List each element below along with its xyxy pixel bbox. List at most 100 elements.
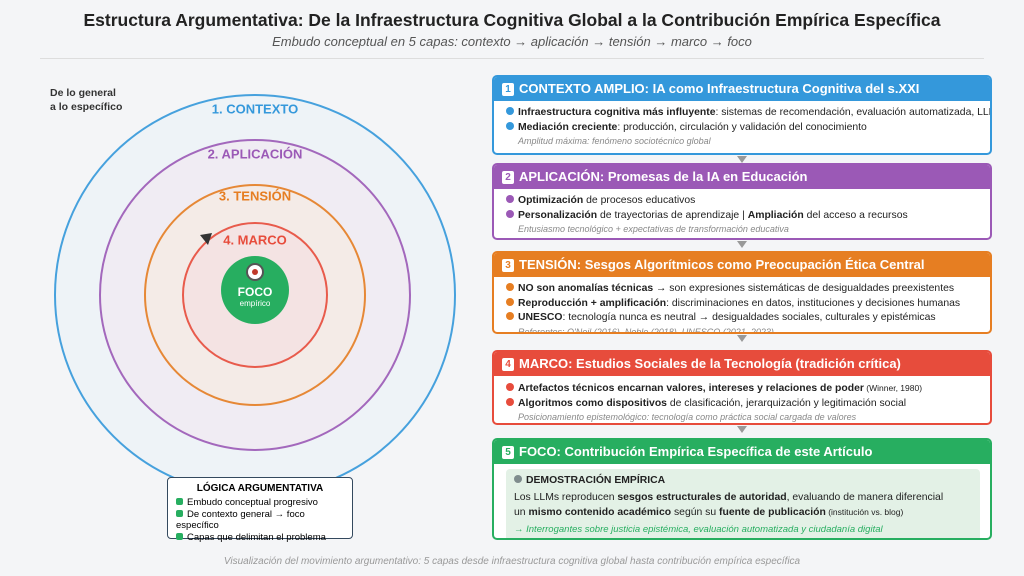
panel-line: Los LLMs reproducen sesgos estructurales… <box>514 491 972 506</box>
panel-header: 1 CONTEXTO AMPLIO: IA como Infraestructur… <box>494 77 990 101</box>
line-segment: fuente de publicación <box>719 507 826 518</box>
line-icon <box>506 107 514 115</box>
panel-body: Optimización de procesos educativos Perso… <box>494 189 990 238</box>
side-label-line: a lo específico <box>50 101 123 113</box>
logic-item-text: Embudo conceptual progresivo <box>187 497 318 508</box>
panel-body: DEMOSTRACIÓN EMPÍRICA Los LLMs reproducen… <box>494 464 990 538</box>
panel-line: Algoritmos como dispositivos de clasific… <box>506 397 980 412</box>
panel-body: NO son anomalías técnicas → son expresio… <box>494 277 990 334</box>
logic-item-text: Capas que delimitan el problema <box>187 531 326 543</box>
line-segment: Infraestructura cognitiva más influyente <box>518 107 716 118</box>
panel-number: 4 <box>502 358 514 371</box>
line-segment: de procesos educativos <box>583 195 696 206</box>
panel-body: Infraestructura cognitiva más influyente… <box>494 101 990 151</box>
panel: 5 FOCO: Contribución Empírica Específica … <box>492 438 992 540</box>
line-segment: NO son anomalías técnicas <box>518 283 654 294</box>
panel: 3 TENSIÓN: Sesgos Algorítmicos como Preoc… <box>492 251 992 334</box>
logic-item: De contexto general → foco específico <box>176 509 344 532</box>
check-icon <box>176 532 183 540</box>
line-segment: (Winner, 1980) <box>863 383 923 393</box>
connector-arrow <box>737 426 747 433</box>
focus-label: FOCO <box>238 285 273 299</box>
line-segment: → son expresiones sistemáticas de desigu… <box>653 283 955 294</box>
panel-header: 5 FOCO: Contribución Empírica Específica … <box>494 440 990 464</box>
line-icon <box>506 209 514 218</box>
evidence-box: DEMOSTRACIÓN EMPÍRICA Los LLMs reproducen… <box>506 469 980 538</box>
connector-arrow <box>737 335 747 342</box>
panel-header: 3 TENSIÓN: Sesgos Algorítmicos como Preoc… <box>494 253 990 277</box>
panel-note: Referentes: O'Neil (2016), Noble (2018),… <box>518 326 774 334</box>
evidence-title: DEMOSTRACIÓN EMPÍRICA <box>514 474 972 489</box>
line-segment: Ampliación <box>747 209 804 221</box>
panel-line: un mismo contenido académico según su fu… <box>514 505 972 521</box>
line-segment: : producción, circulación y validación d… <box>617 121 867 133</box>
panel-number: 5 <box>502 446 514 459</box>
panel: 2 APLICACIÓN: Promesas de la IA en Educac… <box>492 163 992 240</box>
line-icon <box>506 283 514 291</box>
line-segment: según su <box>671 507 720 518</box>
divider <box>40 58 984 59</box>
line-icon <box>506 121 514 130</box>
line-segment: : discriminaciones en datos, institucion… <box>666 297 961 309</box>
check-icon <box>176 498 183 505</box>
subtitle: Embudo conceptual en 5 capas: contexto →… <box>272 34 752 49</box>
footer: Visualización del movimiento argumentati… <box>223 556 801 567</box>
panel-line: Personalización de trayectorias de apren… <box>506 209 980 224</box>
layer-label: 4. MARCO <box>223 232 287 247</box>
panel-title: MARCO: Estudios Sociales de la Tecnologí… <box>519 356 901 371</box>
funnel-diagram: 1. CONTEXTO 2. APLICACIÓN 3. TENSIÓN 4. MAR… <box>54 94 456 496</box>
focus-circle <box>221 256 289 324</box>
line-icon <box>506 312 514 320</box>
panel-title: TENSIÓN: Sesgos Algorítmicos como Preocu… <box>519 257 925 272</box>
layer-label: 2. APLICACIÓN <box>208 146 303 161</box>
line-segment: , evaluando de manera diferencial <box>786 491 944 503</box>
side-label: De lo general a lo específico <box>50 86 122 114</box>
panel-body: Artefactos técnicos encarnan valores, in… <box>494 376 990 423</box>
panel-title: CONTEXTO AMPLIO: IA como Infraestructura… <box>519 81 920 96</box>
line-icon <box>506 397 514 406</box>
line-icon <box>506 195 514 203</box>
panel-header: 2 APLICACIÓN: Promesas de la IA en Educac… <box>494 165 990 189</box>
line-segment: de trayectorias de aprendizaje | <box>597 209 748 221</box>
logic-item: Capas que delimitan el problema <box>176 532 344 544</box>
line-segment: Optimización <box>518 195 584 206</box>
line-segment: : sistemas de recomendación, evaluación … <box>715 107 992 118</box>
line-segment: Reproducción + amplificación <box>518 297 667 309</box>
line-segment: sesgos estructurales de autoridad <box>617 491 787 503</box>
panel-note: → Interrogantes sobre justicia epistémic… <box>514 523 883 535</box>
panel-header: 4 MARCO: Estudios Sociales de la Tecnolog… <box>494 352 990 376</box>
line-segment: de clasificación, jerarquización y legit… <box>666 397 907 409</box>
line-icon <box>514 475 522 483</box>
title: Estructura Argumentativa: De la Infraest… <box>83 10 941 30</box>
logic-box: LÓGICA ARGUMENTATIVA Embudo conceptual pr… <box>167 477 353 543</box>
panel-line: Optimización de procesos educativos <box>506 194 980 209</box>
line-segment: Personalización <box>518 209 598 221</box>
panel-number: 1 <box>502 83 514 96</box>
panel: 1 CONTEXTO AMPLIO: IA como Infraestructur… <box>492 75 992 155</box>
connector-arrow <box>737 241 747 248</box>
line-segment: Los LLMs reproducen <box>514 491 618 503</box>
line-segment: UNESCO <box>518 312 563 323</box>
panel-line: UNESCO: tecnología nunca es neutral → de… <box>506 311 980 326</box>
panel-number: 3 <box>502 259 514 272</box>
panel-note: Amplitud máxima: fenómeno sociotécnico g… <box>518 136 711 146</box>
panel-title: APLICACIÓN: Promesas de la IA en Educaci… <box>519 169 808 184</box>
panel-title: FOCO: Contribución Empírica Específica d… <box>519 444 873 459</box>
line-segment: mismo contenido académico <box>528 507 672 518</box>
layer-label: 1. CONTEXTO <box>212 101 298 116</box>
logic-title: LÓGICA ARGUMENTATIVA <box>196 483 324 494</box>
line-segment: Algoritmos como dispositivos <box>518 397 667 409</box>
line-segment: : tecnología nunca es neutral → desigual… <box>562 312 936 323</box>
line-segment: del acceso a recursos <box>803 209 908 221</box>
logic-item-text: De contexto general → foco específico <box>176 508 305 532</box>
line-segment: (institución vs. blog) <box>825 507 904 517</box>
panel-line: Artefactos técnicos encarnan valores, in… <box>506 381 980 397</box>
layer-label: 3. TENSIÓN <box>219 188 291 203</box>
panel-note: Entusiasmo tecnológico + expectativas de… <box>518 224 789 234</box>
panel-line: Reproducción + amplificación: discrimina… <box>506 297 980 312</box>
panel-line: NO son anomalías técnicas → son expresio… <box>506 282 980 297</box>
line-segment: Artefactos técnicos encarnan valores, in… <box>518 383 864 394</box>
connector-arrow <box>737 156 747 163</box>
evidence-title-text: DEMOSTRACIÓN EMPÍRICA <box>526 475 666 486</box>
